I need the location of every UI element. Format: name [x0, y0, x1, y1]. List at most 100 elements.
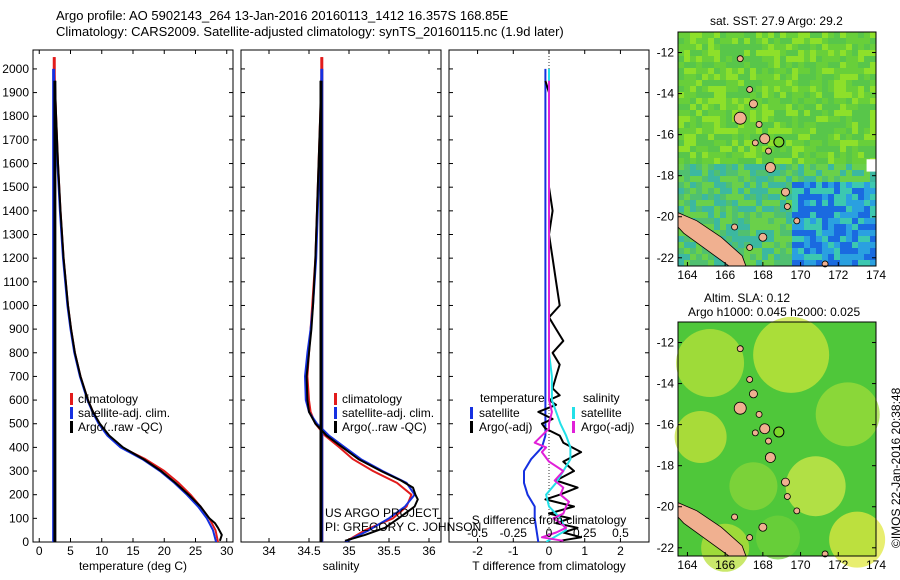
- sst-pixel: [696, 188, 702, 194]
- sst-pixel: [702, 116, 708, 122]
- sst-pixel: [744, 152, 750, 158]
- sst-pixel: [684, 104, 690, 110]
- sal-tick-label: -0.25: [500, 526, 528, 540]
- sst-pixel: [816, 32, 822, 38]
- island-outline: [736, 55, 744, 63]
- sst-pixel: [798, 38, 804, 44]
- lat-tick-label: -20: [657, 210, 675, 224]
- lat-tick-label: -12: [657, 336, 675, 350]
- sst-pixel: [834, 38, 840, 44]
- island-outline: [759, 423, 771, 435]
- sst-pixel: [714, 104, 720, 110]
- sst-pixel: [840, 32, 846, 38]
- sst-pixel: [762, 122, 768, 128]
- sst-pixel: [840, 182, 846, 188]
- sst-pixel: [708, 212, 714, 218]
- sst-pixel: [708, 128, 714, 134]
- sst-pixel: [822, 158, 828, 164]
- sst-pixel: [780, 68, 786, 74]
- sst-pixel: [852, 110, 858, 116]
- sst-pixel: [678, 62, 684, 68]
- lon-tick-label: 170: [791, 268, 811, 282]
- lat-tick-label: -22: [657, 541, 675, 555]
- sst-pixel: [708, 80, 714, 86]
- sst-pixel: [762, 242, 768, 248]
- sst-pixel: [786, 254, 792, 260]
- sst-pixel: [864, 44, 870, 50]
- sst-pixel: [708, 86, 714, 92]
- sst-pixel: [714, 224, 720, 230]
- sst-pixel: [786, 200, 792, 206]
- sst-pixel: [864, 110, 870, 116]
- sst-pixel: [756, 188, 762, 194]
- sst-pixel: [780, 122, 786, 128]
- sst-pixel: [840, 164, 846, 170]
- sst-pixel: [792, 68, 798, 74]
- sst-pixel: [828, 122, 834, 128]
- sst-pixel: [702, 218, 708, 224]
- diff-legend-temp-header: temperature: [480, 391, 545, 405]
- y-tick-label: 1700: [2, 133, 29, 147]
- sst-pixel: [834, 248, 840, 254]
- sst-pixel: [780, 218, 786, 224]
- sst-pixel: [714, 56, 720, 62]
- sst-pixel: [744, 80, 750, 86]
- sst-pixel: [750, 80, 756, 86]
- sst-pixel: [762, 98, 768, 104]
- sst-pixel: [822, 50, 828, 56]
- sst-pixel: [756, 32, 762, 38]
- sst-pixel: [768, 44, 774, 50]
- sst-pixel: [750, 176, 756, 182]
- lon-tick-label: 168: [753, 558, 773, 572]
- sst-pixel: [696, 254, 702, 260]
- sst-pixel: [750, 254, 756, 260]
- sst-pixel: [702, 98, 708, 104]
- sst-pixel: [768, 32, 774, 38]
- sst-pixel: [720, 206, 726, 212]
- sst-pixel: [816, 158, 822, 164]
- sst-pixel: [798, 98, 804, 104]
- x-tick-label: 15: [126, 544, 140, 558]
- sst-pixel: [804, 224, 810, 230]
- sst-pixel: [828, 260, 834, 266]
- sst-pixel: [690, 248, 696, 254]
- sst-pixel: [810, 122, 816, 128]
- sst-pixel: [702, 68, 708, 74]
- sst-pixel: [774, 92, 780, 98]
- sst-pixel: [750, 62, 756, 68]
- sst-pixel: [804, 122, 810, 128]
- sst-pixel: [810, 176, 816, 182]
- sst-pixel: [744, 134, 750, 140]
- sst-pixel: [678, 152, 684, 158]
- sst-pixel: [834, 218, 840, 224]
- sst-pixel: [792, 158, 798, 164]
- sst-pixel: [684, 56, 690, 62]
- sst-pixel: [804, 62, 810, 68]
- sst-pixel: [726, 158, 732, 164]
- sst-pixel: [864, 260, 870, 266]
- sst-pixel: [834, 134, 840, 140]
- sst-pixel: [750, 260, 756, 266]
- sst-pixel: [870, 116, 876, 122]
- sst-pixel: [852, 104, 858, 110]
- sst-pixel: [756, 212, 762, 218]
- sst-pixel: [750, 38, 756, 44]
- sst-pixel: [852, 44, 858, 50]
- sst-pixel: [714, 176, 720, 182]
- island-outline: [755, 120, 763, 128]
- sst-pixel: [732, 86, 738, 92]
- sst-pixel: [798, 74, 804, 80]
- sst-pixel: [750, 44, 756, 50]
- sst-pixel: [702, 194, 708, 200]
- sst-pixel: [840, 62, 846, 68]
- sst-pixel: [774, 44, 780, 50]
- sst-pixel: [756, 98, 762, 104]
- sst-pixel: [684, 248, 690, 254]
- sst-pixel: [774, 236, 780, 242]
- sst-pixel: [696, 32, 702, 38]
- sst-pixel: [780, 32, 786, 38]
- sst-pixel: [678, 158, 684, 164]
- sst-pixel: [762, 80, 768, 86]
- island-outline: [736, 345, 744, 353]
- sst-pixel: [828, 92, 834, 98]
